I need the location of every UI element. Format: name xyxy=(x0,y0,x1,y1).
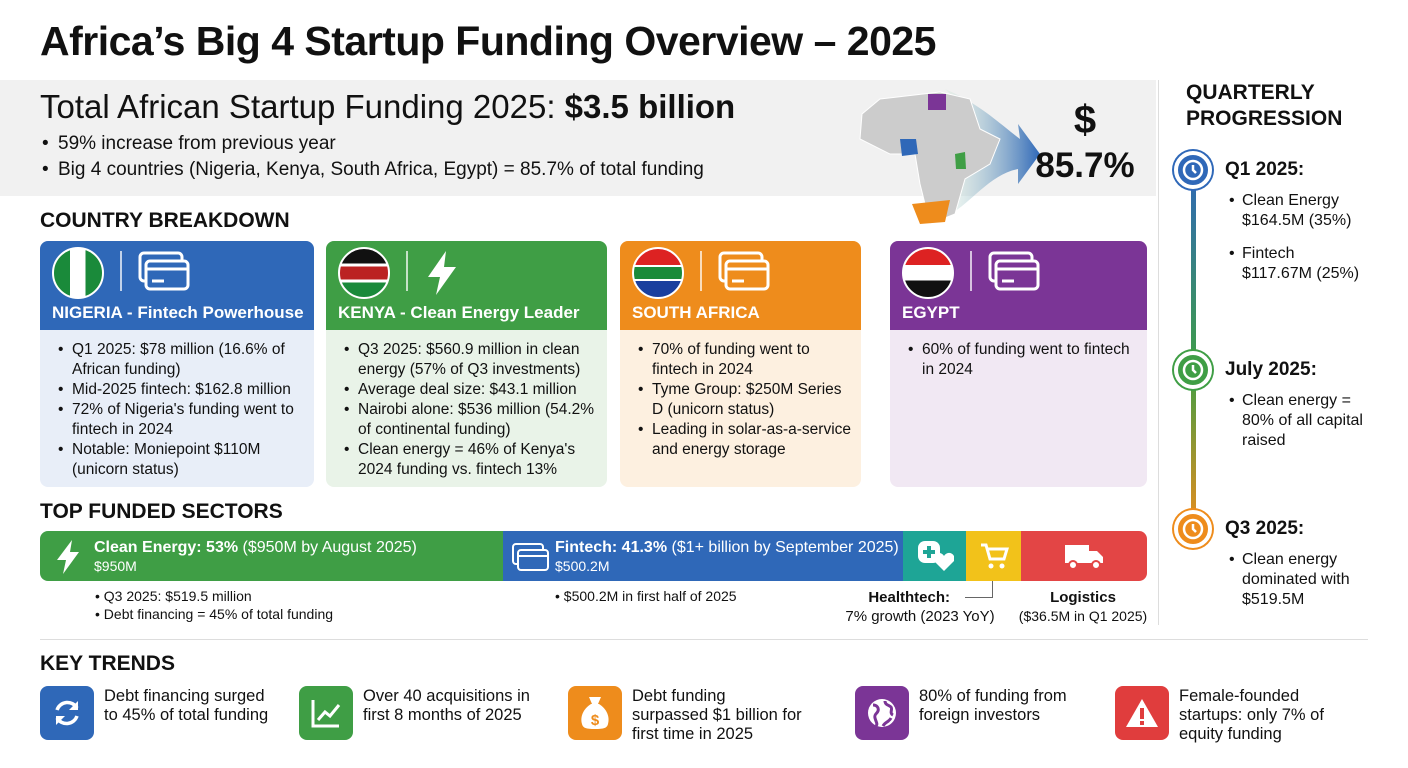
summary-bullet: Big 4 countries (Nigeria, Kenya, South A… xyxy=(42,159,704,181)
timeline-item: Clean Energy $164.5M (35%) xyxy=(1229,191,1367,231)
section-heading: TOP FUNDED SECTORS xyxy=(40,500,283,523)
credit-card-icon xyxy=(718,251,770,291)
clock-icon xyxy=(1174,151,1212,189)
globe-icon xyxy=(855,686,909,740)
total-label: Total African Startup Funding 2025: xyxy=(40,88,565,125)
note-text: $500.2M in first half of 2025 xyxy=(563,588,737,604)
sector-note: • Q3 2025: $519.5 million xyxy=(95,588,252,604)
card-title: KENYA - Clean Energy Leader xyxy=(338,303,580,322)
card-bullet: Mid-2025 fintech: $162.8 million xyxy=(58,380,304,400)
healthtech-detail: 7% growth (2023 YoY) xyxy=(845,608,995,625)
heading-line: PROGRESSION xyxy=(1186,107,1343,130)
delivery-truck-icon xyxy=(1065,545,1103,570)
country-card-kenya: KENYA - Clean Energy Leader Q3 2025: $56… xyxy=(326,241,607,487)
sector-note: • Debt financing = 45% of total funding xyxy=(95,606,334,622)
credit-card-icon xyxy=(512,543,549,571)
lightning-icon xyxy=(428,251,456,295)
note-text: Debt financing = 45% of total funding xyxy=(103,606,334,622)
connector-line xyxy=(965,597,993,598)
sector-name: Fintech: xyxy=(555,539,618,556)
section-heading: KEY TRENDS xyxy=(40,652,175,675)
card-bullet: Average deal size: $43.1 million xyxy=(344,380,597,400)
credit-card-icon xyxy=(988,251,1040,291)
divider xyxy=(1158,80,1159,625)
sector-detail: ($1+ billion by September 2025) xyxy=(671,539,899,556)
card-bullet: 70% of funding went to fintech in 2024 xyxy=(638,340,851,380)
sector-amount: $500.2M xyxy=(555,558,610,574)
card-bullet: Clean energy = 46% of Kenya's 2024 fundi… xyxy=(344,440,597,480)
card-bullet: Q1 2025: $78 million (16.6% of African f… xyxy=(58,340,304,380)
card-bullet: Notable: Moniepoint $110M (unicorn statu… xyxy=(58,440,304,480)
health-heart-icon xyxy=(918,541,954,571)
kenya-flag-icon xyxy=(338,247,390,299)
card-bullet: Tyme Group: $250M Series D (unicorn stat… xyxy=(638,380,851,420)
card-bullet: Leading in solar-as-a-service and energy… xyxy=(638,420,851,460)
card-bullet: 72% of Nigeria's funding went to fintech… xyxy=(58,400,304,440)
big4-share: 85.7% xyxy=(1035,146,1135,185)
sector-healthtech xyxy=(903,531,966,581)
trend-text: Debt funding surpassed $1 billion for fi… xyxy=(632,687,802,743)
card-bullet: Nairobi alone: $536 million (54.2% of co… xyxy=(344,400,597,440)
sector-pct: 41.3% xyxy=(621,539,668,556)
timeline-label: Q3 2025: xyxy=(1225,518,1305,539)
country-card-south-africa: SOUTH AFRICA 70% of funding went to fint… xyxy=(620,241,861,487)
country-card-egypt: EGYPT 60% of funding went to fintech in … xyxy=(890,241,1147,487)
africa-map-icon xyxy=(859,89,1040,225)
shopping-cart-icon xyxy=(981,543,1009,569)
sector-ecommerce xyxy=(966,531,1021,581)
timeline-label: Q1 2025: xyxy=(1225,159,1305,180)
credit-card-icon xyxy=(138,251,190,291)
svg-text:$: $ xyxy=(591,712,600,729)
clock-icon xyxy=(1174,351,1212,389)
card-title: SOUTH AFRICA xyxy=(632,303,760,322)
logistics-detail: ($36.5M in Q1 2025) xyxy=(1018,608,1148,624)
sector-logistics xyxy=(1021,531,1147,581)
clock-icon xyxy=(1174,510,1212,548)
egypt-flag-icon xyxy=(902,247,954,299)
card-title: EGYPT xyxy=(902,303,960,322)
timeline-heading: QUARTERLY PROGRESSION xyxy=(1186,80,1342,132)
card-title: NIGERIA - Fintech Powerhouse xyxy=(52,303,304,322)
healthtech-label: Healthtech: xyxy=(868,589,950,606)
nigeria-flag-icon xyxy=(52,247,104,299)
trend-text: Female-founded startups: only 7% of equi… xyxy=(1179,687,1324,743)
trend-text: Debt financing surged to 45% of total fu… xyxy=(104,687,269,724)
total-funding: Total African Startup Funding 2025: $3.5… xyxy=(40,88,735,126)
trend-text: Over 40 acquisitions in first 8 months o… xyxy=(363,687,530,724)
trend-up-icon xyxy=(299,686,353,740)
card-bullet: Q3 2025: $560.9 million in clean energy … xyxy=(344,340,597,380)
sector-note: • $500.2M in first half of 2025 xyxy=(555,588,737,604)
heading-line: QUARTERLY xyxy=(1186,81,1315,104)
summary-bullet: 59% increase from previous year xyxy=(42,133,336,155)
timeline-item: Clean energy dominated with $519.5M xyxy=(1229,550,1372,610)
trend-text: 80% of funding from foreign investors xyxy=(919,687,1067,724)
total-amount: $3.5 billion xyxy=(564,88,736,125)
timeline-item: Fintech $117.67M (25%) xyxy=(1229,244,1367,284)
country-card-nigeria: NIGERIA - Fintech Powerhouse Q1 2025: $7… xyxy=(40,241,314,487)
dollar-icon: $ xyxy=(1073,98,1097,142)
sector-name: Clean Energy: xyxy=(94,539,202,556)
timeline-label: July 2025: xyxy=(1225,359,1317,380)
warning-icon xyxy=(1115,686,1169,740)
section-heading: COUNTRY BREAKDOWN xyxy=(40,209,290,232)
refresh-icon xyxy=(40,686,94,740)
lightning-icon xyxy=(57,540,79,574)
connector-line xyxy=(992,581,993,597)
card-bullet: 60% of funding went to fintech in 2024 xyxy=(908,340,1137,380)
money-bag-icon: $ xyxy=(568,686,622,740)
sector-clean-energy: Clean Energy: 53% ($950M by August 2025)… xyxy=(40,531,503,581)
timeline-item: Clean energy = 80% of all capital raised xyxy=(1229,391,1372,451)
sector-detail: ($950M by August 2025) xyxy=(242,539,417,556)
page-title: Africa’s Big 4 Startup Funding Overview … xyxy=(40,18,936,64)
sector-fintech: Fintech: 41.3% ($1+ billion by September… xyxy=(503,531,903,581)
divider xyxy=(40,639,1368,640)
logistics-label: Logistics xyxy=(1050,589,1116,606)
note-text: Q3 2025: $519.5 million xyxy=(103,588,252,604)
sector-pct: 53% xyxy=(206,539,239,556)
sector-amount: $950M xyxy=(94,558,137,574)
south-africa-flag-icon xyxy=(632,247,684,299)
